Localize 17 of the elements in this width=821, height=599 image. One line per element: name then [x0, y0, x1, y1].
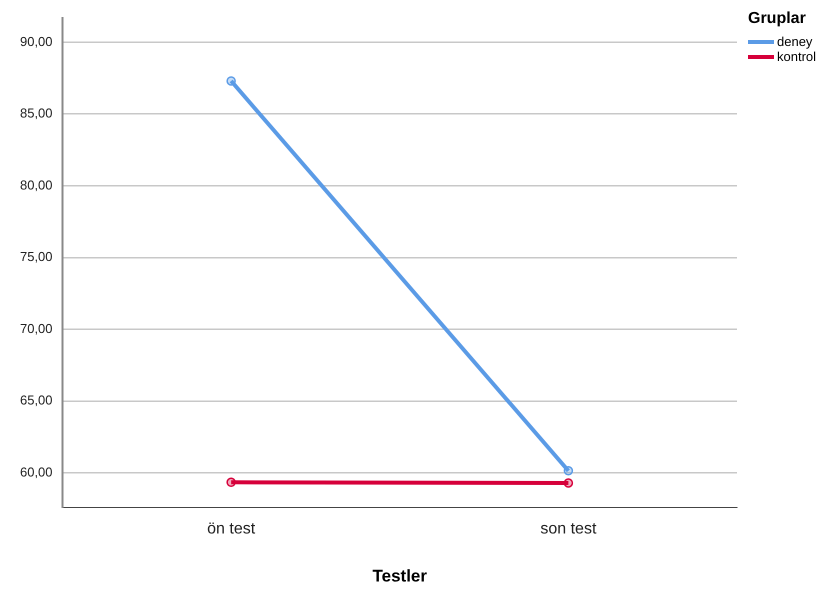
- x-tick-label: ön test: [207, 520, 256, 538]
- legend-label: kontrol: [777, 49, 816, 64]
- y-tick-label: 85,00: [20, 106, 53, 121]
- x-tick-label: son test: [540, 520, 597, 538]
- legend-title: Gruplar: [748, 10, 807, 28]
- y-tick-label: 70,00: [20, 320, 53, 336]
- point: [564, 466, 574, 476]
- y-tick-label: 80,00: [20, 177, 53, 192]
- point: [226, 478, 236, 488]
- y-tick-label: 60,00: [20, 464, 53, 480]
- y-tick-label: 65,00: [20, 392, 53, 408]
- point: [564, 478, 574, 488]
- legend-label: deney: [777, 34, 812, 49]
- x-axis-title: Testler: [372, 566, 428, 586]
- y-tick-label: 75,00: [20, 249, 53, 264]
- point: [226, 76, 236, 86]
- y-tick-label: 90,00: [20, 34, 53, 49]
